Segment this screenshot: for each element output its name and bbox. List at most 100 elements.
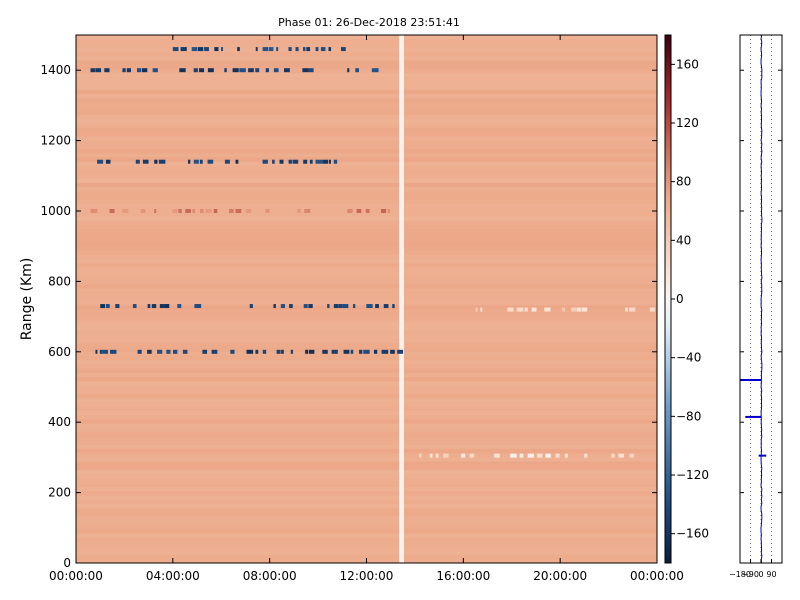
texture-band xyxy=(76,102,657,107)
heatmap-cell xyxy=(629,453,635,458)
heatmap-cell xyxy=(507,307,514,312)
heatmap-cell xyxy=(628,307,636,312)
texture-band xyxy=(76,263,657,268)
y-tick-label: 1200 xyxy=(40,134,71,148)
heatmap-cell xyxy=(224,159,230,164)
texture-band xyxy=(76,241,657,247)
heatmap-cell xyxy=(154,159,158,164)
texture-band xyxy=(76,356,657,361)
heatmap-cell xyxy=(283,68,290,73)
heatmap-cell xyxy=(185,209,191,213)
texture-band xyxy=(76,144,657,150)
heatmap-cell xyxy=(199,68,205,73)
heatmap-cell xyxy=(237,47,240,52)
texture-band xyxy=(76,448,657,454)
heatmap-cell xyxy=(248,68,254,73)
heatmap-cell xyxy=(328,47,332,52)
heatmap-cell xyxy=(480,307,483,312)
texture-band xyxy=(76,89,657,95)
profile-x-tick-label: −180 xyxy=(729,570,751,579)
texture-band xyxy=(76,119,657,124)
heatmap-cell xyxy=(564,453,568,458)
heatmap-cell xyxy=(269,47,274,52)
heatmap-cell xyxy=(199,159,203,164)
heatmap-cell xyxy=(303,159,308,164)
heatmap-cell xyxy=(347,68,350,73)
heatmap-cell xyxy=(164,304,170,309)
heatmap-cell xyxy=(373,349,378,354)
texture-band xyxy=(76,301,657,306)
texture-band xyxy=(76,43,657,48)
texture-band xyxy=(76,216,657,221)
heatmap-plot xyxy=(76,35,657,563)
heatmap-cell xyxy=(649,307,655,312)
y-tick-label: 800 xyxy=(48,274,71,288)
heatmap-cell xyxy=(230,349,235,354)
texture-band xyxy=(76,423,657,428)
texture-band xyxy=(76,81,657,86)
heatmap-cell xyxy=(295,47,299,52)
heatmap-cell xyxy=(618,453,624,458)
heatmap-cell xyxy=(292,159,299,164)
texture-band xyxy=(76,499,657,504)
texture-band xyxy=(76,191,657,196)
heatmap-cell xyxy=(211,349,218,354)
heatmap-cell xyxy=(304,209,311,213)
colorbar-tick-label: 80 xyxy=(676,175,691,189)
heatmap-cell xyxy=(387,209,390,213)
texture-band xyxy=(76,491,657,496)
heatmap-cell xyxy=(516,307,524,312)
heatmap-texture xyxy=(76,35,657,563)
heatmap-cell xyxy=(273,68,279,73)
heatmap-cell xyxy=(188,159,191,164)
texture-band xyxy=(76,486,657,492)
heatmap-cell xyxy=(536,453,543,458)
colorbar-ticks: 160 120 80 40 0 −40 −80 −120 −160 xyxy=(671,57,709,541)
heatmap-cell xyxy=(315,159,322,164)
heatmap-cell xyxy=(429,453,433,458)
y-axis: 0 200 400 600 800 1000 1200 1400 xyxy=(40,63,657,570)
x-tick-label: 00:00:00 xyxy=(630,569,684,583)
heatmap-cell xyxy=(122,68,126,73)
heatmap-cell xyxy=(347,209,353,213)
heatmap-cell xyxy=(191,47,198,52)
heatmap-cell xyxy=(280,304,286,309)
heatmap-cell xyxy=(265,68,269,73)
heatmap-cell xyxy=(135,159,140,164)
texture-band xyxy=(76,330,657,335)
colorbar-tick-label: 0 xyxy=(676,292,684,306)
texture-band xyxy=(76,372,657,378)
texture-band xyxy=(76,60,657,65)
heatmap-cell xyxy=(276,349,281,354)
heatmap-cell xyxy=(193,159,199,164)
heatmap-cell xyxy=(157,349,163,354)
heatmap-cell xyxy=(229,209,234,213)
heatmap-cell xyxy=(390,349,395,354)
heatmap-cell xyxy=(303,304,308,309)
texture-band xyxy=(76,410,657,416)
heatmap-cell xyxy=(443,453,449,458)
texture-band xyxy=(76,250,657,255)
texture-band xyxy=(76,195,657,200)
colorbar-tick-label: −120 xyxy=(676,468,709,482)
texture-band xyxy=(76,132,657,137)
heatmap-cell xyxy=(290,349,294,354)
heatmap-cell xyxy=(328,159,331,164)
heatmap-cell xyxy=(524,307,528,312)
texture-band xyxy=(76,51,657,57)
heatmap-cell xyxy=(115,304,120,309)
heatmap-cell xyxy=(199,209,204,213)
texture-band xyxy=(76,470,657,475)
profile-line xyxy=(740,34,767,564)
colorbar-tick-label: −160 xyxy=(676,527,709,541)
heatmap-cell xyxy=(340,47,346,52)
texture-band xyxy=(76,524,657,530)
texture-band xyxy=(76,161,657,166)
heatmap-cell xyxy=(172,47,179,52)
heatmap-cell xyxy=(397,349,404,354)
heatmap-cell xyxy=(147,304,151,309)
heatmap-cell xyxy=(306,47,311,52)
x-tick-label: 04:00:00 xyxy=(146,569,200,583)
texture-band xyxy=(76,237,657,242)
heatmap-cell xyxy=(359,349,363,354)
